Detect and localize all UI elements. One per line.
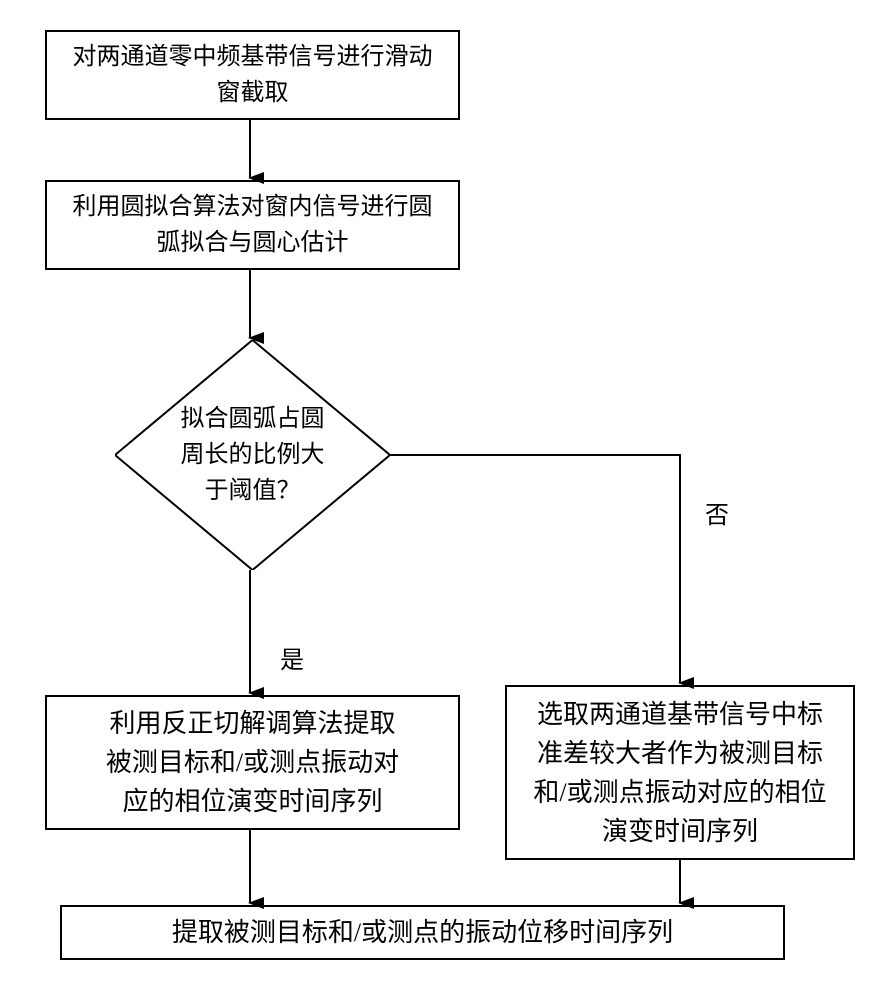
flow-final-text: 提取被测目标和/或测点的振动位移时间序列 <box>172 913 673 952</box>
flow-yes-branch: 利用反正切解调算法提取被测目标和/或测点振动对应的相位演变时间序列 <box>45 695 460 830</box>
edge-label-yes: 是 <box>280 640 304 675</box>
flow-final: 提取被测目标和/或测点的振动位移时间序列 <box>60 905 785 960</box>
flow-no-branch: 选取两通道基带信号中标准差较大者作为被测目标和/或测点振动对应的相位演变时间序列 <box>505 685 855 860</box>
flow-no-branch-text: 选取两通道基带信号中标准差较大者作为被测目标和/或测点振动对应的相位演变时间序列 <box>533 695 826 851</box>
flow-yes-branch-text: 利用反正切解调算法提取被测目标和/或测点振动对应的相位演变时间序列 <box>106 704 399 821</box>
edge-label-no: 否 <box>705 495 729 530</box>
flow-step-1: 对两通道零中频基带信号进行滑动窗截取 <box>45 30 460 120</box>
flow-step-1-text: 对两通道零中频基带信号进行滑动窗截取 <box>73 39 433 111</box>
flow-step-2-text: 利用圆拟合算法对窗内信号进行圆弧拟合与圆心估计 <box>73 189 433 261</box>
flow-decision: 拟合圆弧占圆周长的比例大于阈值？ <box>115 340 390 570</box>
flow-decision-text: 拟合圆弧占圆周长的比例大于阈值？ <box>181 401 325 509</box>
flow-step-2: 利用圆拟合算法对窗内信号进行圆弧拟合与圆心估计 <box>45 180 460 270</box>
